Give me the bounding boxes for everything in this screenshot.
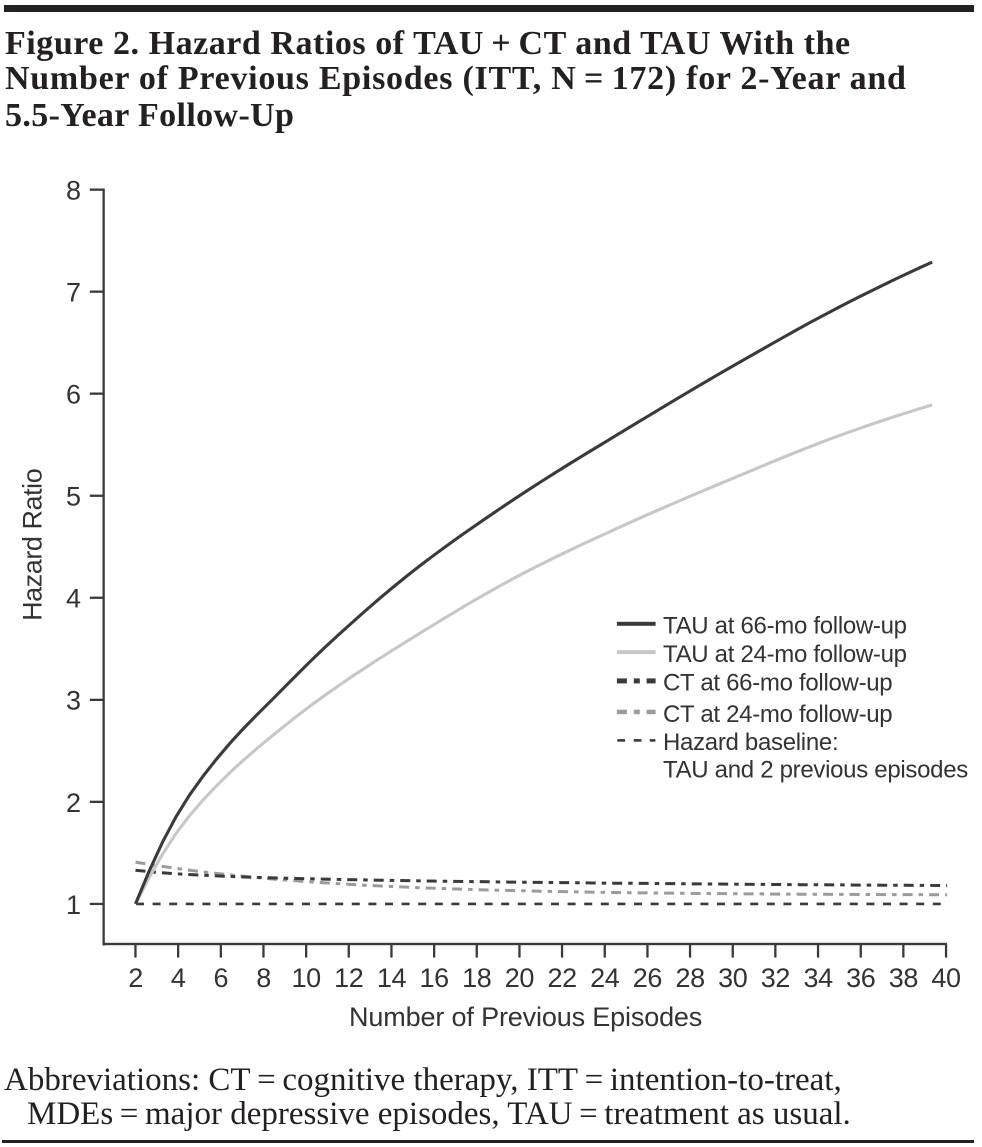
svg-text:Number of Previous Episodes: Number of Previous Episodes [349, 1002, 702, 1032]
svg-text:8: 8 [66, 176, 81, 206]
svg-text:3: 3 [66, 686, 81, 716]
svg-text:6: 6 [213, 963, 228, 993]
svg-text:TAU and 2 previous episodes: TAU and 2 previous episodes [663, 757, 968, 784]
svg-text:10: 10 [291, 963, 320, 993]
svg-text:CT at 24-mo follow-up: CT at 24-mo follow-up [663, 701, 892, 728]
svg-text:26: 26 [633, 963, 662, 993]
svg-text:CT at 66-mo follow-up: CT at 66-mo follow-up [663, 670, 892, 697]
svg-text:18: 18 [462, 963, 491, 993]
svg-text:2: 2 [128, 963, 143, 993]
svg-text:8: 8 [256, 963, 271, 993]
svg-text:TAU at 24-mo follow-up: TAU at 24-mo follow-up [663, 641, 907, 668]
svg-text:1: 1 [66, 890, 81, 920]
svg-text:24: 24 [590, 963, 620, 993]
svg-text:40: 40 [931, 963, 960, 993]
svg-text:12: 12 [334, 963, 363, 993]
svg-text:4: 4 [66, 584, 81, 614]
svg-text:38: 38 [889, 963, 918, 993]
svg-text:Hazard Ratio: Hazard Ratio [18, 469, 48, 621]
svg-text:16: 16 [419, 963, 448, 993]
svg-text:30: 30 [718, 963, 747, 993]
svg-text:20: 20 [505, 963, 534, 993]
svg-text:5: 5 [66, 482, 81, 512]
svg-text:7: 7 [66, 278, 81, 308]
svg-text:TAU at 66-mo follow-up: TAU at 66-mo follow-up [663, 613, 907, 640]
svg-text:14: 14 [377, 963, 407, 993]
svg-text:28: 28 [675, 963, 704, 993]
svg-text:Hazard baseline:: Hazard baseline: [663, 729, 838, 756]
svg-text:22: 22 [547, 963, 576, 993]
svg-text:32: 32 [761, 963, 790, 993]
svg-text:2: 2 [66, 788, 81, 818]
svg-text:4: 4 [171, 963, 186, 993]
svg-text:6: 6 [66, 380, 81, 410]
svg-text:34: 34 [803, 963, 833, 993]
svg-text:36: 36 [846, 963, 875, 993]
